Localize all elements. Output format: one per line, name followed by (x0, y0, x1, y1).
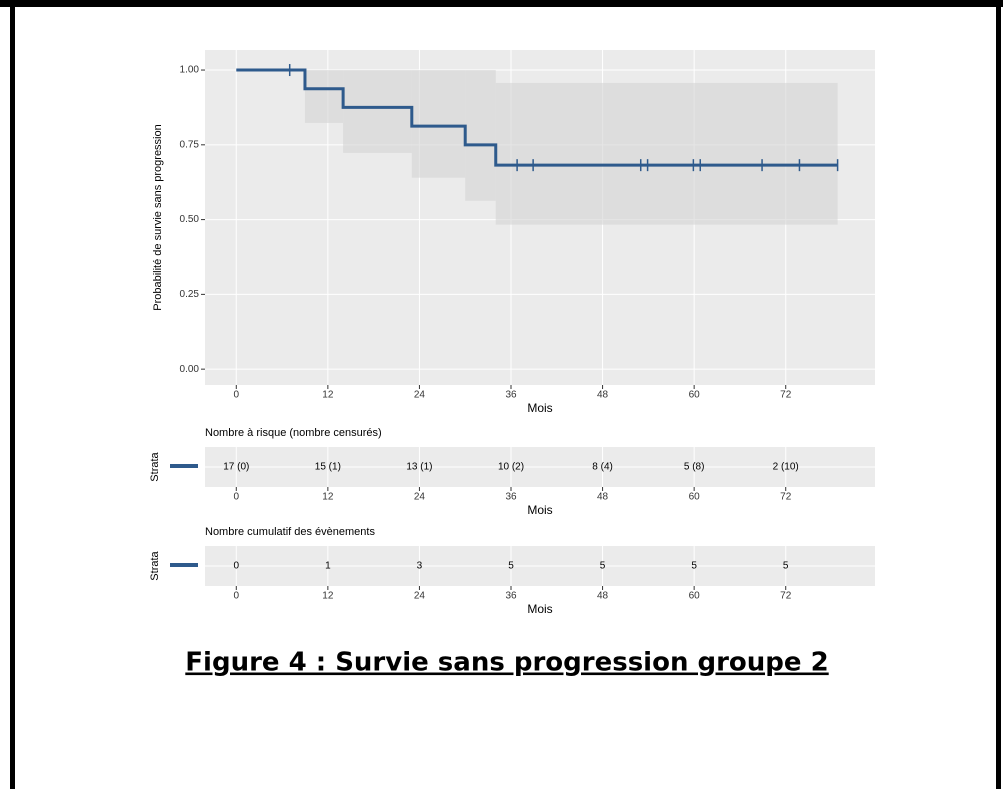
table-title: Nombre cumulatif des évènements (205, 526, 375, 538)
table-cell: 17 (0) (223, 462, 249, 473)
strata-label: Strata (149, 550, 161, 580)
table-cell: 15 (1) (315, 462, 341, 473)
confidence-band (304, 70, 344, 123)
x-tick-label: 60 (689, 390, 701, 401)
y-tick-label: 0.25 (180, 289, 200, 300)
x-tick-label: 60 (689, 591, 701, 602)
y-axis-label: Probabilité de survie sans progression (152, 124, 164, 311)
confidence-band (411, 70, 466, 178)
x-tick-label: 72 (780, 492, 792, 503)
x-tick-label: 36 (505, 492, 517, 503)
x-tick-label: 0 (234, 390, 240, 401)
strata-label: Strata (149, 451, 161, 481)
survival-curve (236, 68, 838, 167)
x-tick-label: 72 (780, 390, 792, 401)
table-cell: 0 (234, 561, 240, 572)
x-tick-label: 48 (597, 492, 609, 503)
x-axis-label: Mois (527, 401, 552, 415)
x-tick-label: 36 (505, 591, 517, 602)
x-tick-label: 24 (414, 591, 426, 602)
table-cell: 5 (600, 561, 606, 572)
table-cell: 13 (1) (406, 462, 432, 473)
x-tick-label: 48 (597, 390, 609, 401)
x-axis-label: Mois (527, 503, 552, 517)
x-tick-label: 0 (234, 591, 240, 602)
table-cell: 5 (783, 561, 789, 572)
table-title: Nombre à risque (nombre censurés) (205, 427, 382, 439)
y-tick-label: 1.00 (180, 65, 200, 76)
table-cell: 5 (691, 561, 697, 572)
x-tick-label: 12 (322, 390, 334, 401)
table-cell: 3 (417, 561, 423, 572)
x-tick-label: 12 (322, 492, 334, 503)
border-left (10, 0, 15, 789)
x-tick-label: 60 (689, 492, 701, 503)
table-cell: 2 (10) (773, 462, 799, 473)
confidence-band (495, 82, 838, 225)
y-tick-label: 0.50 (180, 214, 200, 225)
x-tick-label: 12 (322, 591, 334, 602)
table-cell: 5 (508, 561, 514, 572)
x-tick-label: 24 (414, 492, 426, 503)
confidence-band (343, 70, 412, 153)
y-tick-label: 0.75 (180, 139, 200, 150)
x-tick-label: 72 (780, 591, 792, 602)
table-cell: 10 (2) (498, 462, 524, 473)
table-cell: 8 (4) (592, 462, 613, 473)
x-tick-label: 0 (234, 492, 240, 503)
x-axis-label: Mois (527, 602, 552, 616)
border-right (996, 0, 1001, 789)
confidence-band (465, 70, 496, 201)
border-top (0, 0, 1003, 7)
table-cell: 5 (8) (684, 462, 705, 473)
figure-caption: Figure 4 : Survie sans progression group… (185, 648, 828, 678)
x-tick-label: 24 (414, 390, 426, 401)
x-tick-label: 36 (505, 390, 517, 401)
table-cell: 1 (325, 561, 331, 572)
x-tick-label: 48 (597, 591, 609, 602)
y-tick-label: 0.00 (180, 364, 200, 375)
